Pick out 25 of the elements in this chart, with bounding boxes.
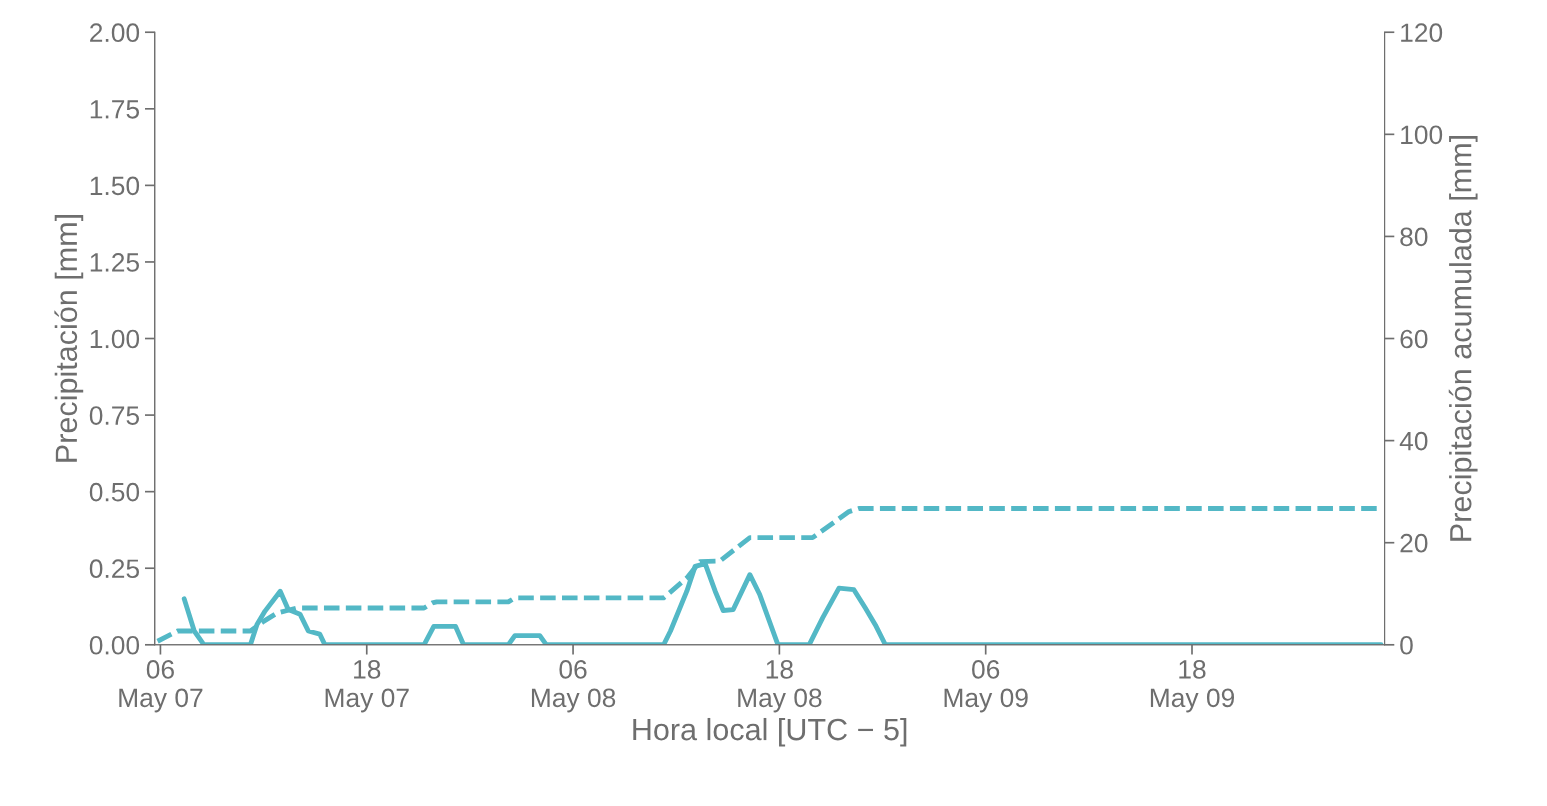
y-tick-label: 1.00	[90, 329, 140, 349]
y-tick-label: 0.25	[89, 559, 140, 579]
y-tick-label: 0.50	[89, 482, 140, 502]
y-tick-label: 1.50	[90, 176, 140, 196]
y-tick-label: 0.75	[89, 406, 140, 425]
y2-tick-label: 60	[1400, 329, 1428, 349]
y2-tick-label: 40	[1399, 431, 1428, 451]
x-tick-label: 06 May 07	[119, 660, 203, 713]
x-tick-label: 18 May 09	[1150, 660, 1235, 713]
x-tick-label: 06 May 09	[944, 660, 1028, 713]
y2-tick-label: 0	[1400, 635, 1413, 655]
y2-axis-title: Precipitación acumulada [mm]	[1448, 136, 1478, 541]
y2-tick-label: 80	[1400, 227, 1428, 247]
y2-tick-label: 100	[1401, 125, 1443, 145]
y-axis-title: Precipitación [mm]	[54, 215, 84, 462]
x-tick-label: 18 May 08	[738, 660, 822, 713]
y-tick-label: 2.00	[90, 23, 140, 43]
x-axis-title: Hora local [UTC − 5]	[633, 717, 907, 747]
x-tick-label: 06 May 08	[531, 660, 616, 713]
x-tick-label: 18 May 07	[325, 660, 409, 713]
y-tick-label: 0.00	[89, 635, 140, 655]
y-tick-label: 1.25	[90, 253, 140, 272]
y2-tick-label: 120	[1401, 23, 1443, 43]
y-tick-label: 1.75	[90, 100, 140, 119]
y2-tick-label: 20	[1400, 533, 1428, 553]
